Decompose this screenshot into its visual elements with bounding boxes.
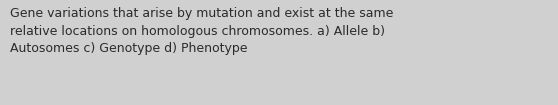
Text: Gene variations that arise by mutation and exist at the same
relative locations : Gene variations that arise by mutation a…	[10, 7, 393, 55]
